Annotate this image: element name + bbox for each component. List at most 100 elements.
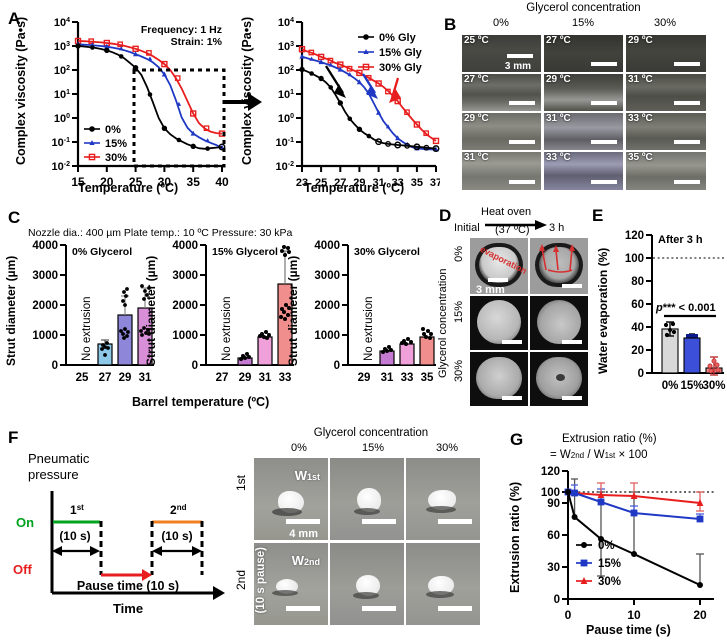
panel-f-row1-text: 1st <box>234 475 248 492</box>
svg-text:15: 15 <box>71 175 85 189</box>
svg-text:1000: 1000 <box>32 330 58 342</box>
panel-g-letter: G <box>510 430 524 449</box>
svg-text:25: 25 <box>76 372 89 384</box>
panel-d-cell <box>530 238 588 294</box>
panel-c-no-extrusion: No extrusion <box>363 296 375 361</box>
svg-text:25: 25 <box>315 177 327 189</box>
panel-a-left-xlabel: Temperature (ºC) <box>78 181 179 195</box>
svg-text:29: 29 <box>358 372 371 384</box>
panel-c-chart-0: 0 1000 2000 3000 4000 0% Glycerol No extrus… <box>32 240 154 384</box>
panel-e-bar-1 <box>683 337 701 374</box>
panel-a-annotation-frequency: Frequency: 1 Hz <box>141 24 222 36</box>
panel-b-cell-label: 33 ºC <box>546 152 571 163</box>
panel-e-letter: E <box>592 206 604 225</box>
panel-b-cell: 29 ºC <box>626 35 706 72</box>
panel-f-row1-label: 1st <box>234 475 248 491</box>
svg-text:27: 27 <box>334 177 346 189</box>
panel-d-col-after: 3 h <box>549 222 565 234</box>
panel-a: A 10-2 10-1 100 101 102 103 104 <box>0 0 440 200</box>
panel-f-images: Glycerol concentration 0% 15% 30% 1st 2n… <box>232 425 490 637</box>
panel-g-ylabel: Extrusion ratio (%) <box>508 481 522 593</box>
svg-text:29: 29 <box>119 372 132 384</box>
svg-text:80: 80 <box>631 276 644 288</box>
panel-b-col-2: 30% <box>653 17 677 29</box>
svg-text:0%: 0% <box>105 124 121 136</box>
svg-text:0%: 0% <box>662 380 679 392</box>
panel-b-cell-label: 31 ºC <box>628 74 653 85</box>
svg-text:3000: 3000 <box>172 270 198 282</box>
panel-d-cell <box>530 296 588 350</box>
panel-f-scalebar-text: 4 mm <box>289 528 318 540</box>
svg-text:20: 20 <box>693 608 707 622</box>
svg-text:3000: 3000 <box>32 270 58 282</box>
svg-text:4000: 4000 <box>314 240 340 252</box>
svg-text:60: 60 <box>547 530 560 542</box>
panel-a-annotation-strain: Strain: 1% <box>171 36 223 48</box>
panel-a-letter: A <box>8 9 21 28</box>
panel-a-right-xlabel: Temperature (ºC) <box>304 181 405 195</box>
svg-text:35: 35 <box>411 177 423 189</box>
panel-d: D Heat oven Initial (37 ºC) 3 h Glycerol… <box>437 203 592 425</box>
panel-b-col-0: 0% <box>493 17 509 29</box>
panel-b-cell: 27 ºC <box>544 35 623 72</box>
panel-d-side-label: Glycerol concentration <box>437 268 449 378</box>
svg-text:29: 29 <box>353 177 365 189</box>
panel-b-cell: 25 ºC 3 mm <box>462 35 541 72</box>
panel-f-off-label: Off <box>13 562 32 577</box>
svg-text:60: 60 <box>631 299 644 311</box>
panel-f-w2nd-label: W2nd <box>291 553 320 568</box>
svg-text:1000: 1000 <box>314 330 340 342</box>
panel-d-scalebar-text: 3 mm <box>476 284 505 294</box>
panel-g-legend: 0% 15% 30% <box>576 540 621 588</box>
panel-b-cell: 31 ºC <box>626 74 706 111</box>
panel-f-on-label: On <box>16 515 34 530</box>
svg-text:104: 104 <box>278 17 294 29</box>
panel-c-ylabel-2: Strut diameter (µm) <box>144 255 158 366</box>
svg-text:25: 25 <box>129 175 143 189</box>
svg-text:120: 120 <box>541 466 560 478</box>
svg-text:37: 37 <box>430 177 440 189</box>
panel-f-row2-text: 2nd <box>234 570 248 591</box>
panel-f-images-header: Glycerol concentration <box>313 427 429 439</box>
panel-f: F Pneumatic pressure On Off 1st 2nd (10 … <box>0 425 490 637</box>
panel-f-ylabel-1: Pneumatic <box>28 451 90 466</box>
panel-f-col-0: 0% <box>291 442 307 454</box>
panel-c-chart-2-title: 30% Glycerol <box>354 246 420 258</box>
svg-text:20: 20 <box>631 345 644 357</box>
panel-c-ylabel-3: Strut diameter (µm) <box>286 255 300 366</box>
panel-b-col-1: 15% <box>571 17 595 29</box>
svg-text:10-1: 10-1 <box>52 137 71 149</box>
panel-g-title-2: = W2nd / W1st × 100 <box>550 449 648 461</box>
svg-text:101: 101 <box>54 89 70 101</box>
svg-text:0: 0 <box>638 368 644 380</box>
svg-text:0: 0 <box>554 594 560 606</box>
panel-b-cell-label: 27 ºC <box>464 74 489 85</box>
svg-text:30% Gly: 30% Gly <box>379 62 423 74</box>
panel-f-row2-label: 2nd <box>234 570 248 590</box>
svg-text:30%: 30% <box>105 152 127 164</box>
panel-a-left-ylabel: Complex viscosity (Pa•s) <box>14 16 28 166</box>
panel-b-cell-label: 31 ºC <box>464 152 489 163</box>
svg-text:10-2: 10-2 <box>52 161 71 173</box>
panel-a-right-legend: 0% Gly 15% Gly 30% Gly <box>358 32 423 74</box>
panel-b-cell-label: 29 ºC <box>628 35 653 46</box>
panel-a-right-ylabel: Complex viscosity (Pa•s) <box>240 16 254 166</box>
panel-c-chart-0-title: 0% Glycerol <box>72 246 132 258</box>
panel-e-ylabel: Water evaporation (%) <box>596 247 610 374</box>
svg-text:120: 120 <box>625 230 644 242</box>
panel-f-cell <box>330 543 404 625</box>
svg-text:4000: 4000 <box>32 240 58 252</box>
panel-b-scalebar-text: 3 mm <box>504 61 531 72</box>
panel-d-col-initial: Initial <box>454 222 480 234</box>
panel-a-right-chart: 10-2 10-1 100 101 102 103 104 23 25 27 29 3… <box>276 17 440 189</box>
panel-f-w1st-label: W1st <box>294 468 320 483</box>
panel-f-second-label: 2nd <box>170 503 187 517</box>
svg-text:100: 100 <box>54 113 70 125</box>
panel-e-pvalue: p*** < 0.001 <box>655 302 716 314</box>
svg-text:10-2: 10-2 <box>276 161 295 173</box>
svg-text:1000: 1000 <box>172 330 198 342</box>
svg-text:27: 27 <box>216 372 229 384</box>
panel-b-cell: 33 ºC <box>544 152 623 190</box>
panel-f-pause-label: Pause time (10 s) <box>77 579 179 593</box>
